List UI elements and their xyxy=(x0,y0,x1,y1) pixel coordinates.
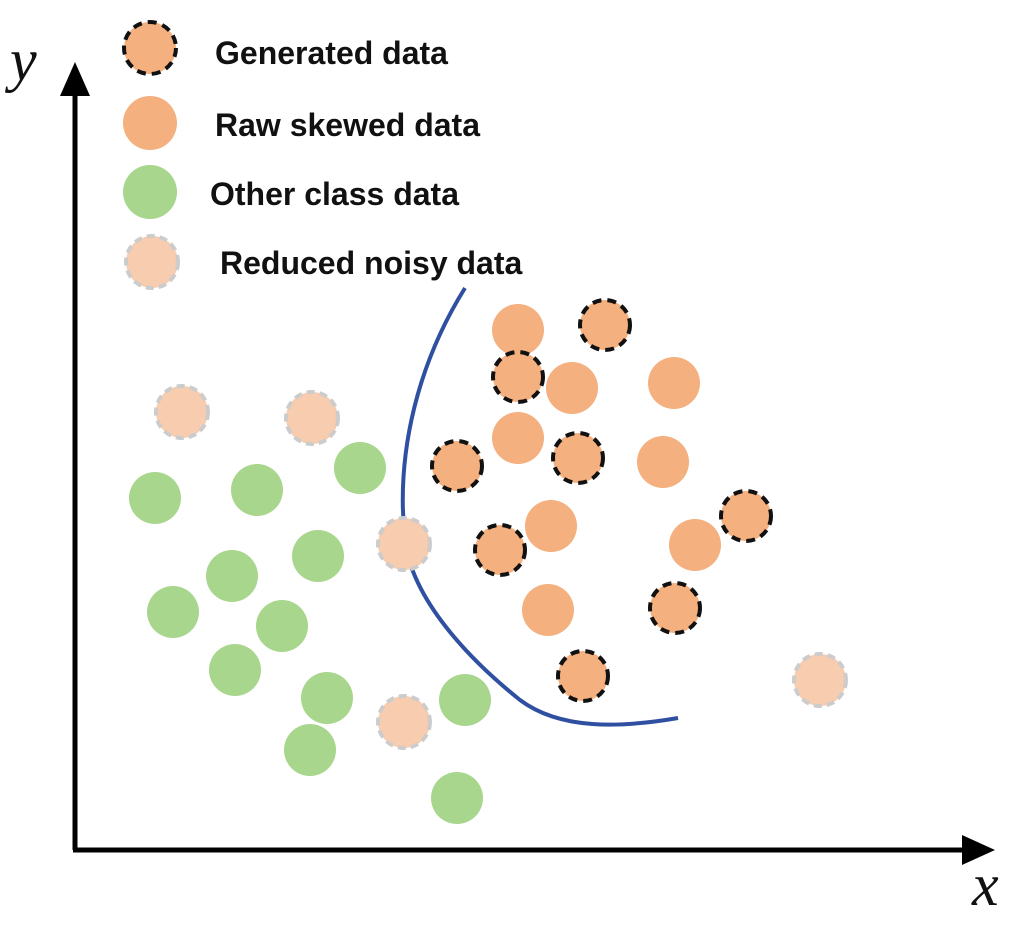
axes: y x xyxy=(4,27,999,918)
raw-point xyxy=(492,412,544,464)
x-axis-label: x xyxy=(971,852,999,918)
generated-point xyxy=(491,350,545,404)
other-point xyxy=(301,672,353,724)
generated-point xyxy=(578,298,632,352)
legend: Generated data Raw skewed data Other cla… xyxy=(122,20,523,290)
generated-point xyxy=(473,523,527,577)
other-point xyxy=(147,586,199,638)
generated-point xyxy=(551,431,605,485)
legend-item-other: Other class data xyxy=(123,165,459,219)
legend-label-raw: Raw skewed data xyxy=(215,107,480,143)
raw-point xyxy=(525,500,577,552)
generated-point xyxy=(648,581,702,635)
other-class-points xyxy=(129,442,491,824)
other-point xyxy=(284,724,336,776)
noisy-point xyxy=(376,694,432,750)
decision-boundary xyxy=(400,286,679,727)
noisy-point xyxy=(376,516,432,572)
other-point xyxy=(431,772,483,824)
raw-point xyxy=(492,304,544,356)
other-point xyxy=(334,442,386,494)
noisy-points xyxy=(154,384,848,750)
legend-label-noisy: Reduced noisy data xyxy=(220,245,523,281)
y-axis-arrow xyxy=(60,62,90,96)
other-point xyxy=(439,674,491,726)
other-point xyxy=(206,550,258,602)
generated-point xyxy=(556,649,610,703)
legend-swatch-raw xyxy=(123,96,177,150)
generated-point xyxy=(430,439,484,493)
legend-item-noisy: Reduced noisy data xyxy=(124,234,523,290)
legend-swatch-other xyxy=(123,165,177,219)
legend-label-other: Other class data xyxy=(210,176,459,212)
generated-point xyxy=(719,489,773,543)
y-axis-label: y xyxy=(4,27,37,93)
noisy-point xyxy=(792,652,848,708)
raw-point xyxy=(648,357,700,409)
legend-swatch-generated xyxy=(122,20,178,76)
raw-point xyxy=(669,519,721,571)
noisy-point xyxy=(154,384,210,440)
legend-item-generated: Generated data xyxy=(122,20,448,76)
legend-item-raw: Raw skewed data xyxy=(123,96,480,150)
raw-points xyxy=(492,304,721,636)
raw-point xyxy=(522,584,574,636)
legend-label-generated: Generated data xyxy=(215,35,448,71)
raw-point xyxy=(546,362,598,414)
other-point xyxy=(129,472,181,524)
other-point xyxy=(231,464,283,516)
other-point xyxy=(256,600,308,652)
x-axis-arrow xyxy=(962,835,995,865)
other-point xyxy=(209,644,261,696)
raw-point xyxy=(637,436,689,488)
generated-points xyxy=(430,298,773,703)
noisy-point xyxy=(284,390,340,446)
legend-swatch-noisy xyxy=(124,234,180,290)
other-point xyxy=(292,530,344,582)
